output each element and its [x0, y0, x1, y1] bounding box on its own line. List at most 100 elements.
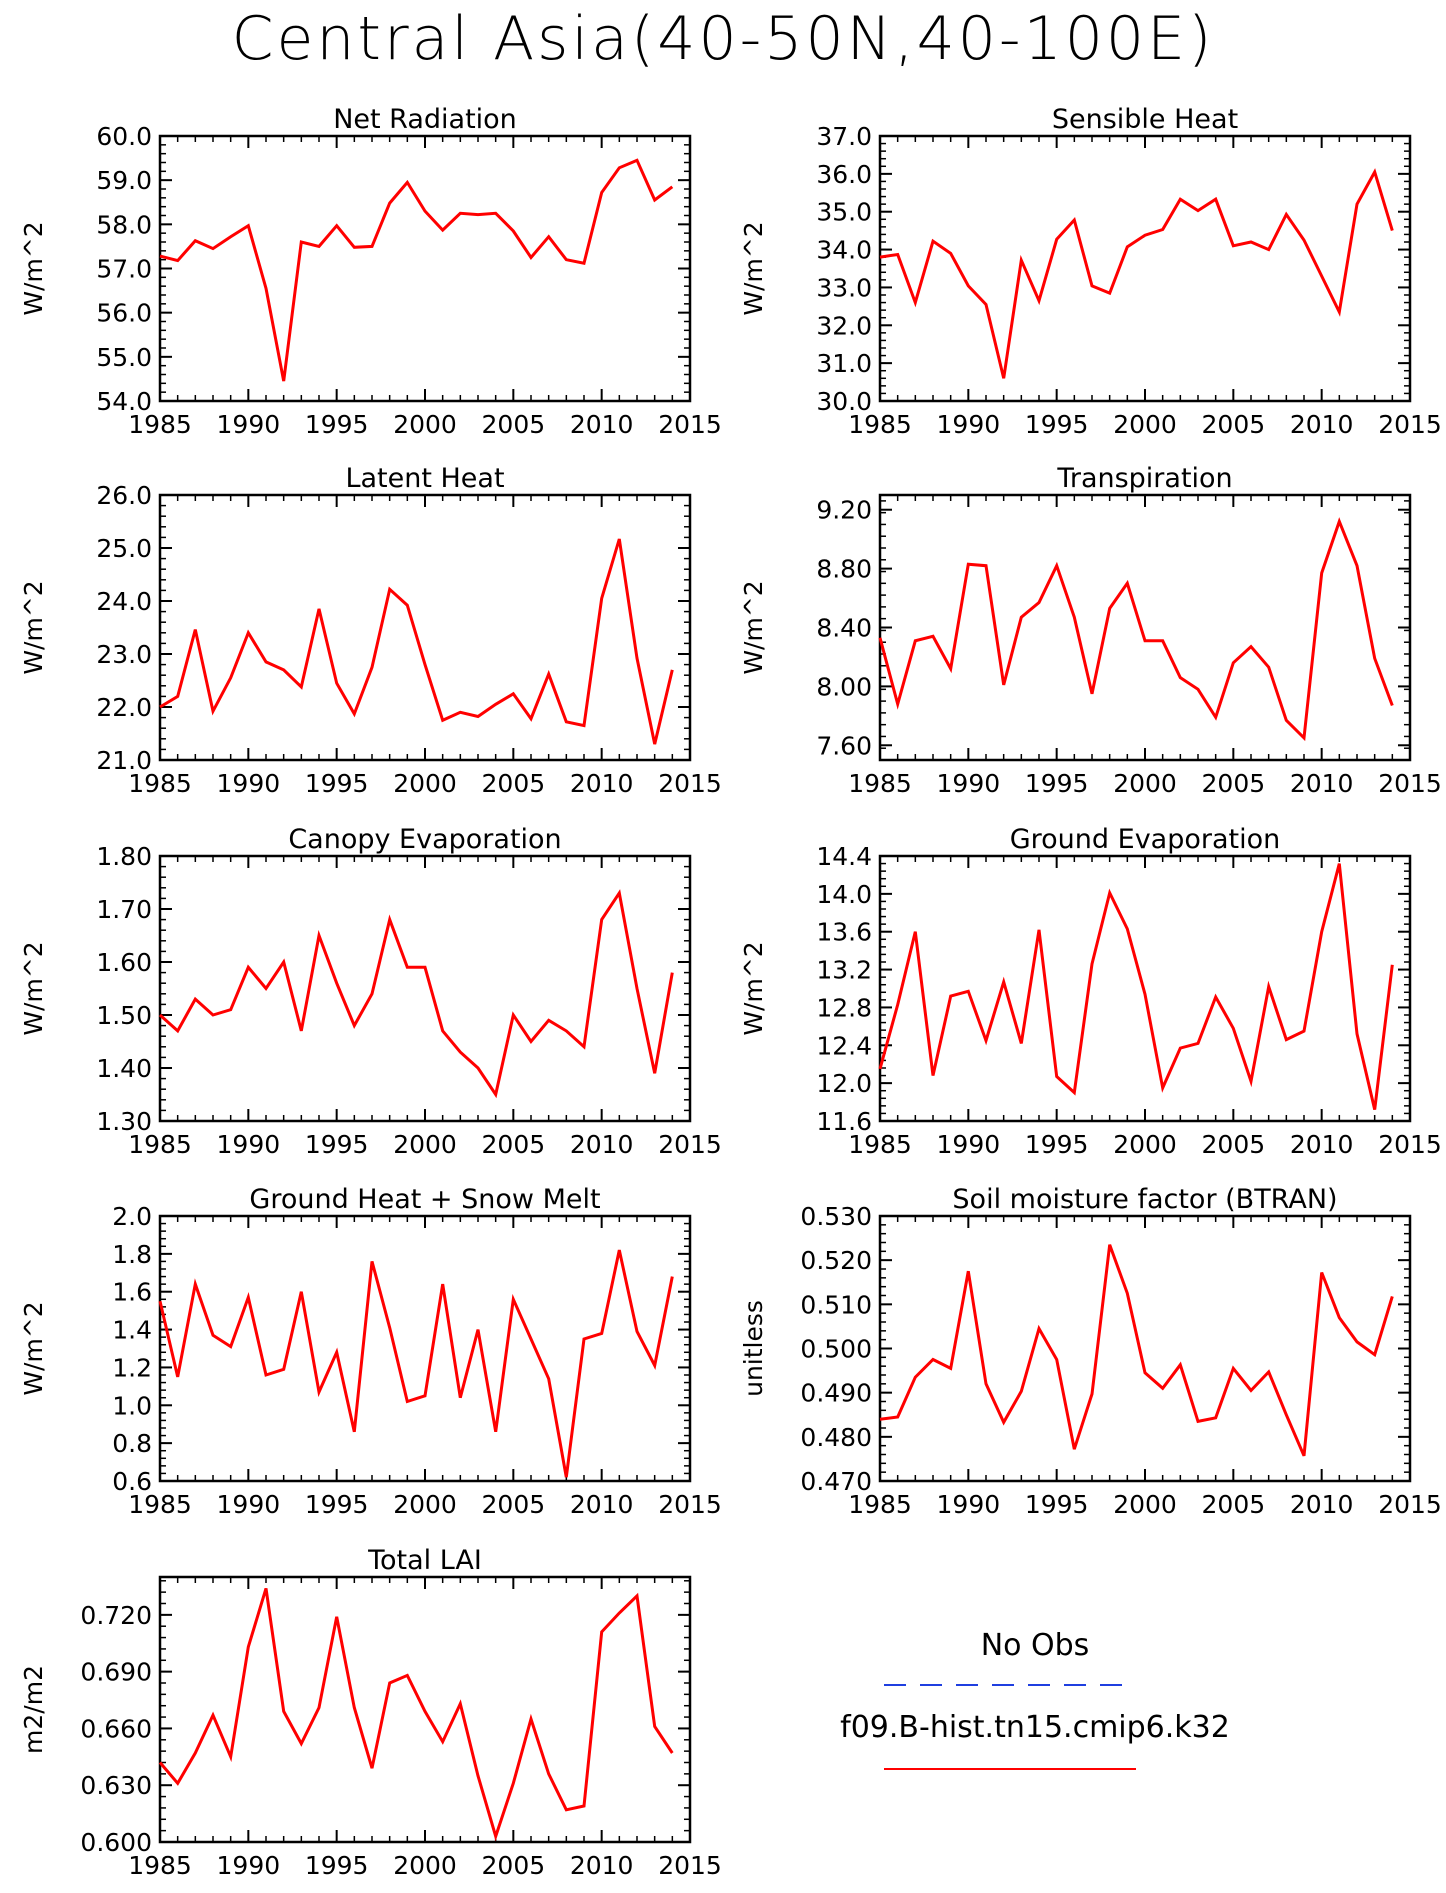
y-tick-label: 1.30 — [96, 1107, 152, 1136]
y-tick-label: 12.0 — [816, 1069, 872, 1098]
plot-frame — [878, 493, 1412, 762]
x-tick-label: 1985 — [848, 1130, 912, 1159]
y-tick-label: 56.0 — [96, 299, 152, 328]
x-tick-label: 1990 — [937, 769, 1001, 798]
y-tick-label: 7.60 — [816, 731, 872, 760]
series-line — [879, 1244, 1394, 1457]
y-tick-label: 1.6 — [112, 1278, 152, 1307]
y-tick-label: 1.8 — [112, 1240, 152, 1269]
x-tick-label: 2005 — [482, 769, 546, 798]
x-tick-label: 2015 — [658, 1130, 722, 1159]
x-tick-label: 2000 — [393, 1851, 457, 1880]
x-tick-label: 1985 — [128, 1851, 192, 1880]
x-tick-label: 1990 — [937, 1490, 1001, 1519]
x-tick-label: 1985 — [128, 1130, 192, 1159]
series-line — [159, 158, 674, 382]
x-tick-label: 1990 — [217, 1130, 281, 1159]
x-tick-label: 2000 — [1113, 410, 1177, 439]
y-tick-label: 0.470 — [800, 1467, 872, 1496]
y-tick-label: 30.0 — [816, 387, 872, 416]
x-tick-label: 2000 — [1113, 1130, 1177, 1159]
y-tick-label: 23.0 — [96, 640, 152, 669]
panel-8: Soil moisture factor (BTRAN) unitless 1985… — [739, 1184, 1442, 1519]
series-line — [158, 889, 674, 1099]
x-tick-label: 1990 — [937, 410, 1001, 439]
y-tick-label: 8.40 — [816, 614, 872, 643]
y-tick-label: 0.510 — [800, 1290, 872, 1319]
x-tick-label: 1985 — [128, 1490, 192, 1519]
x-tick-label: 2010 — [570, 769, 634, 798]
x-tick-label: 2000 — [393, 1130, 457, 1159]
panel-title: Net Radiation — [333, 104, 517, 135]
x-tick-label: 2000 — [393, 410, 457, 439]
x-tick-label: 1990 — [217, 410, 281, 439]
panel-title: Canopy Evaporation — [288, 824, 561, 855]
x-tick-label: 2015 — [658, 1490, 722, 1519]
panel-5: Canopy Evaporation W/m^2 1985 1990 1995 2000 2… — [19, 824, 722, 1159]
y-tick-label: 13.2 — [816, 956, 872, 985]
y-tick-label: 22.0 — [96, 693, 152, 722]
y-axis-label: W/m^2 — [19, 580, 48, 674]
y-axis-label: W/m^2 — [739, 941, 768, 1035]
series-line — [878, 863, 1394, 1110]
y-tick-label: 25.0 — [96, 534, 152, 563]
x-tick-label: 1985 — [848, 1490, 912, 1519]
figure-title: Central Asia(40-50N,40-100E) — [231, 4, 1215, 74]
x-tick-label: 1985 — [128, 410, 192, 439]
y-tick-label: 0.480 — [800, 1423, 872, 1452]
y-tick-label: 54.0 — [96, 387, 152, 416]
y-tick-label: 13.6 — [816, 918, 872, 947]
x-tick-label: 2005 — [482, 410, 546, 439]
y-tick-label: 24.0 — [96, 587, 152, 616]
x-tick-label: 2015 — [1378, 1130, 1442, 1159]
y-tick-label: 11.6 — [816, 1107, 872, 1136]
plot-frame — [158, 134, 692, 403]
x-tick-label: 2005 — [482, 1130, 546, 1159]
panel-9: Total LAI m2/m2 1985 1990 1995 2000 2005 2010 20… — [19, 1545, 722, 1880]
legend-model-label: f09.B-hist.tn15.cmip6.k32 — [840, 1710, 1230, 1745]
panel-title: Soil moisture factor (BTRAN) — [952, 1184, 1337, 1215]
y-tick-label: 0.500 — [800, 1335, 872, 1364]
y-axis-label: W/m^2 — [19, 941, 48, 1035]
panel-title: Transpiration — [1056, 463, 1232, 494]
x-tick-label: 2010 — [570, 1851, 634, 1880]
x-tick-label: 1995 — [1025, 1130, 1089, 1159]
panel-3: Latent Heat W/m^2 1985 1990 1995 2000 2005 2010… — [19, 463, 722, 798]
x-tick-label: 1995 — [305, 410, 369, 439]
y-tick-label: 9.20 — [816, 496, 872, 525]
y-tick-label: 0.6 — [112, 1467, 152, 1496]
y-tick-label: 0.8 — [112, 1429, 152, 1458]
plot-frame — [158, 493, 692, 762]
x-tick-label: 2005 — [1202, 1130, 1266, 1159]
x-tick-label: 2000 — [393, 769, 457, 798]
x-tick-label: 2005 — [482, 1851, 546, 1880]
y-tick-label: 58.0 — [96, 210, 152, 239]
y-tick-label: 55.0 — [96, 343, 152, 372]
y-axis-label: W/m^2 — [19, 221, 48, 315]
x-tick-label: 1995 — [1025, 410, 1089, 439]
y-tick-label: 31.0 — [816, 349, 872, 378]
y-tick-label: 14.0 — [816, 880, 872, 909]
y-tick-label: 33.0 — [816, 273, 872, 302]
y-tick-label: 2.0 — [112, 1202, 152, 1231]
x-tick-label: 2015 — [1378, 769, 1442, 798]
series-line — [879, 168, 1394, 379]
x-tick-label: 2015 — [658, 410, 722, 439]
x-tick-label: 2000 — [1113, 1490, 1177, 1519]
y-axis-label: W/m^2 — [739, 221, 768, 315]
x-tick-label: 2015 — [658, 1851, 722, 1880]
x-tick-label: 1985 — [848, 410, 912, 439]
legend-lines — [884, 1684, 1136, 1770]
y-tick-label: 0.520 — [800, 1246, 872, 1275]
x-tick-label: 2010 — [1290, 1490, 1354, 1519]
x-tick-label: 2015 — [658, 769, 722, 798]
y-tick-label: 26.0 — [96, 481, 152, 510]
x-tick-label: 1985 — [128, 769, 192, 798]
legend: No Obs f09.B-hist.tn15.cmip6.k32 — [760, 1620, 1310, 1790]
y-tick-label: 0.720 — [80, 1601, 152, 1630]
x-tick-label: 1990 — [937, 1130, 1001, 1159]
panel-title: Latent Heat — [345, 463, 504, 494]
y-tick-label: 0.660 — [80, 1714, 152, 1743]
y-tick-label: 14.4 — [816, 842, 872, 871]
